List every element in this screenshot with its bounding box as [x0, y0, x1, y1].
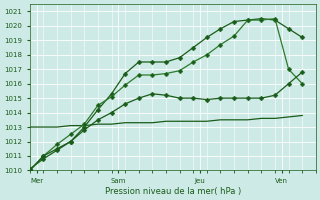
X-axis label: Pression niveau de la mer( hPa ): Pression niveau de la mer( hPa ): [105, 187, 241, 196]
